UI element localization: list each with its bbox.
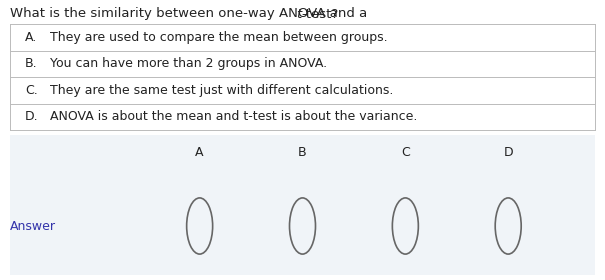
Text: They are used to compare the mean between groups.: They are used to compare the mean betwee… (50, 31, 388, 44)
Text: What is the similarity between one-way ANOVA and a: What is the similarity between one-way A… (10, 8, 371, 20)
Text: D.: D. (25, 110, 39, 123)
Text: C: C (401, 146, 410, 158)
Text: Answer: Answer (10, 220, 56, 232)
Text: A.: A. (25, 31, 38, 44)
Bar (10, 135, 595, 275)
Text: C.: C. (25, 84, 38, 97)
Text: ANOVA is about the mean and t-test is about the variance.: ANOVA is about the mean and t-test is ab… (50, 110, 417, 123)
Text: A: A (195, 146, 204, 158)
Text: You can have more than 2 groups in ANOVA.: You can have more than 2 groups in ANOVA… (50, 57, 327, 70)
Text: -test?: -test? (301, 8, 338, 20)
Text: B: B (298, 146, 307, 158)
Text: B.: B. (25, 57, 38, 70)
Text: D: D (503, 146, 513, 158)
Text: They are the same test just with different calculations.: They are the same test just with differe… (50, 84, 393, 97)
Text: t: t (296, 8, 301, 20)
